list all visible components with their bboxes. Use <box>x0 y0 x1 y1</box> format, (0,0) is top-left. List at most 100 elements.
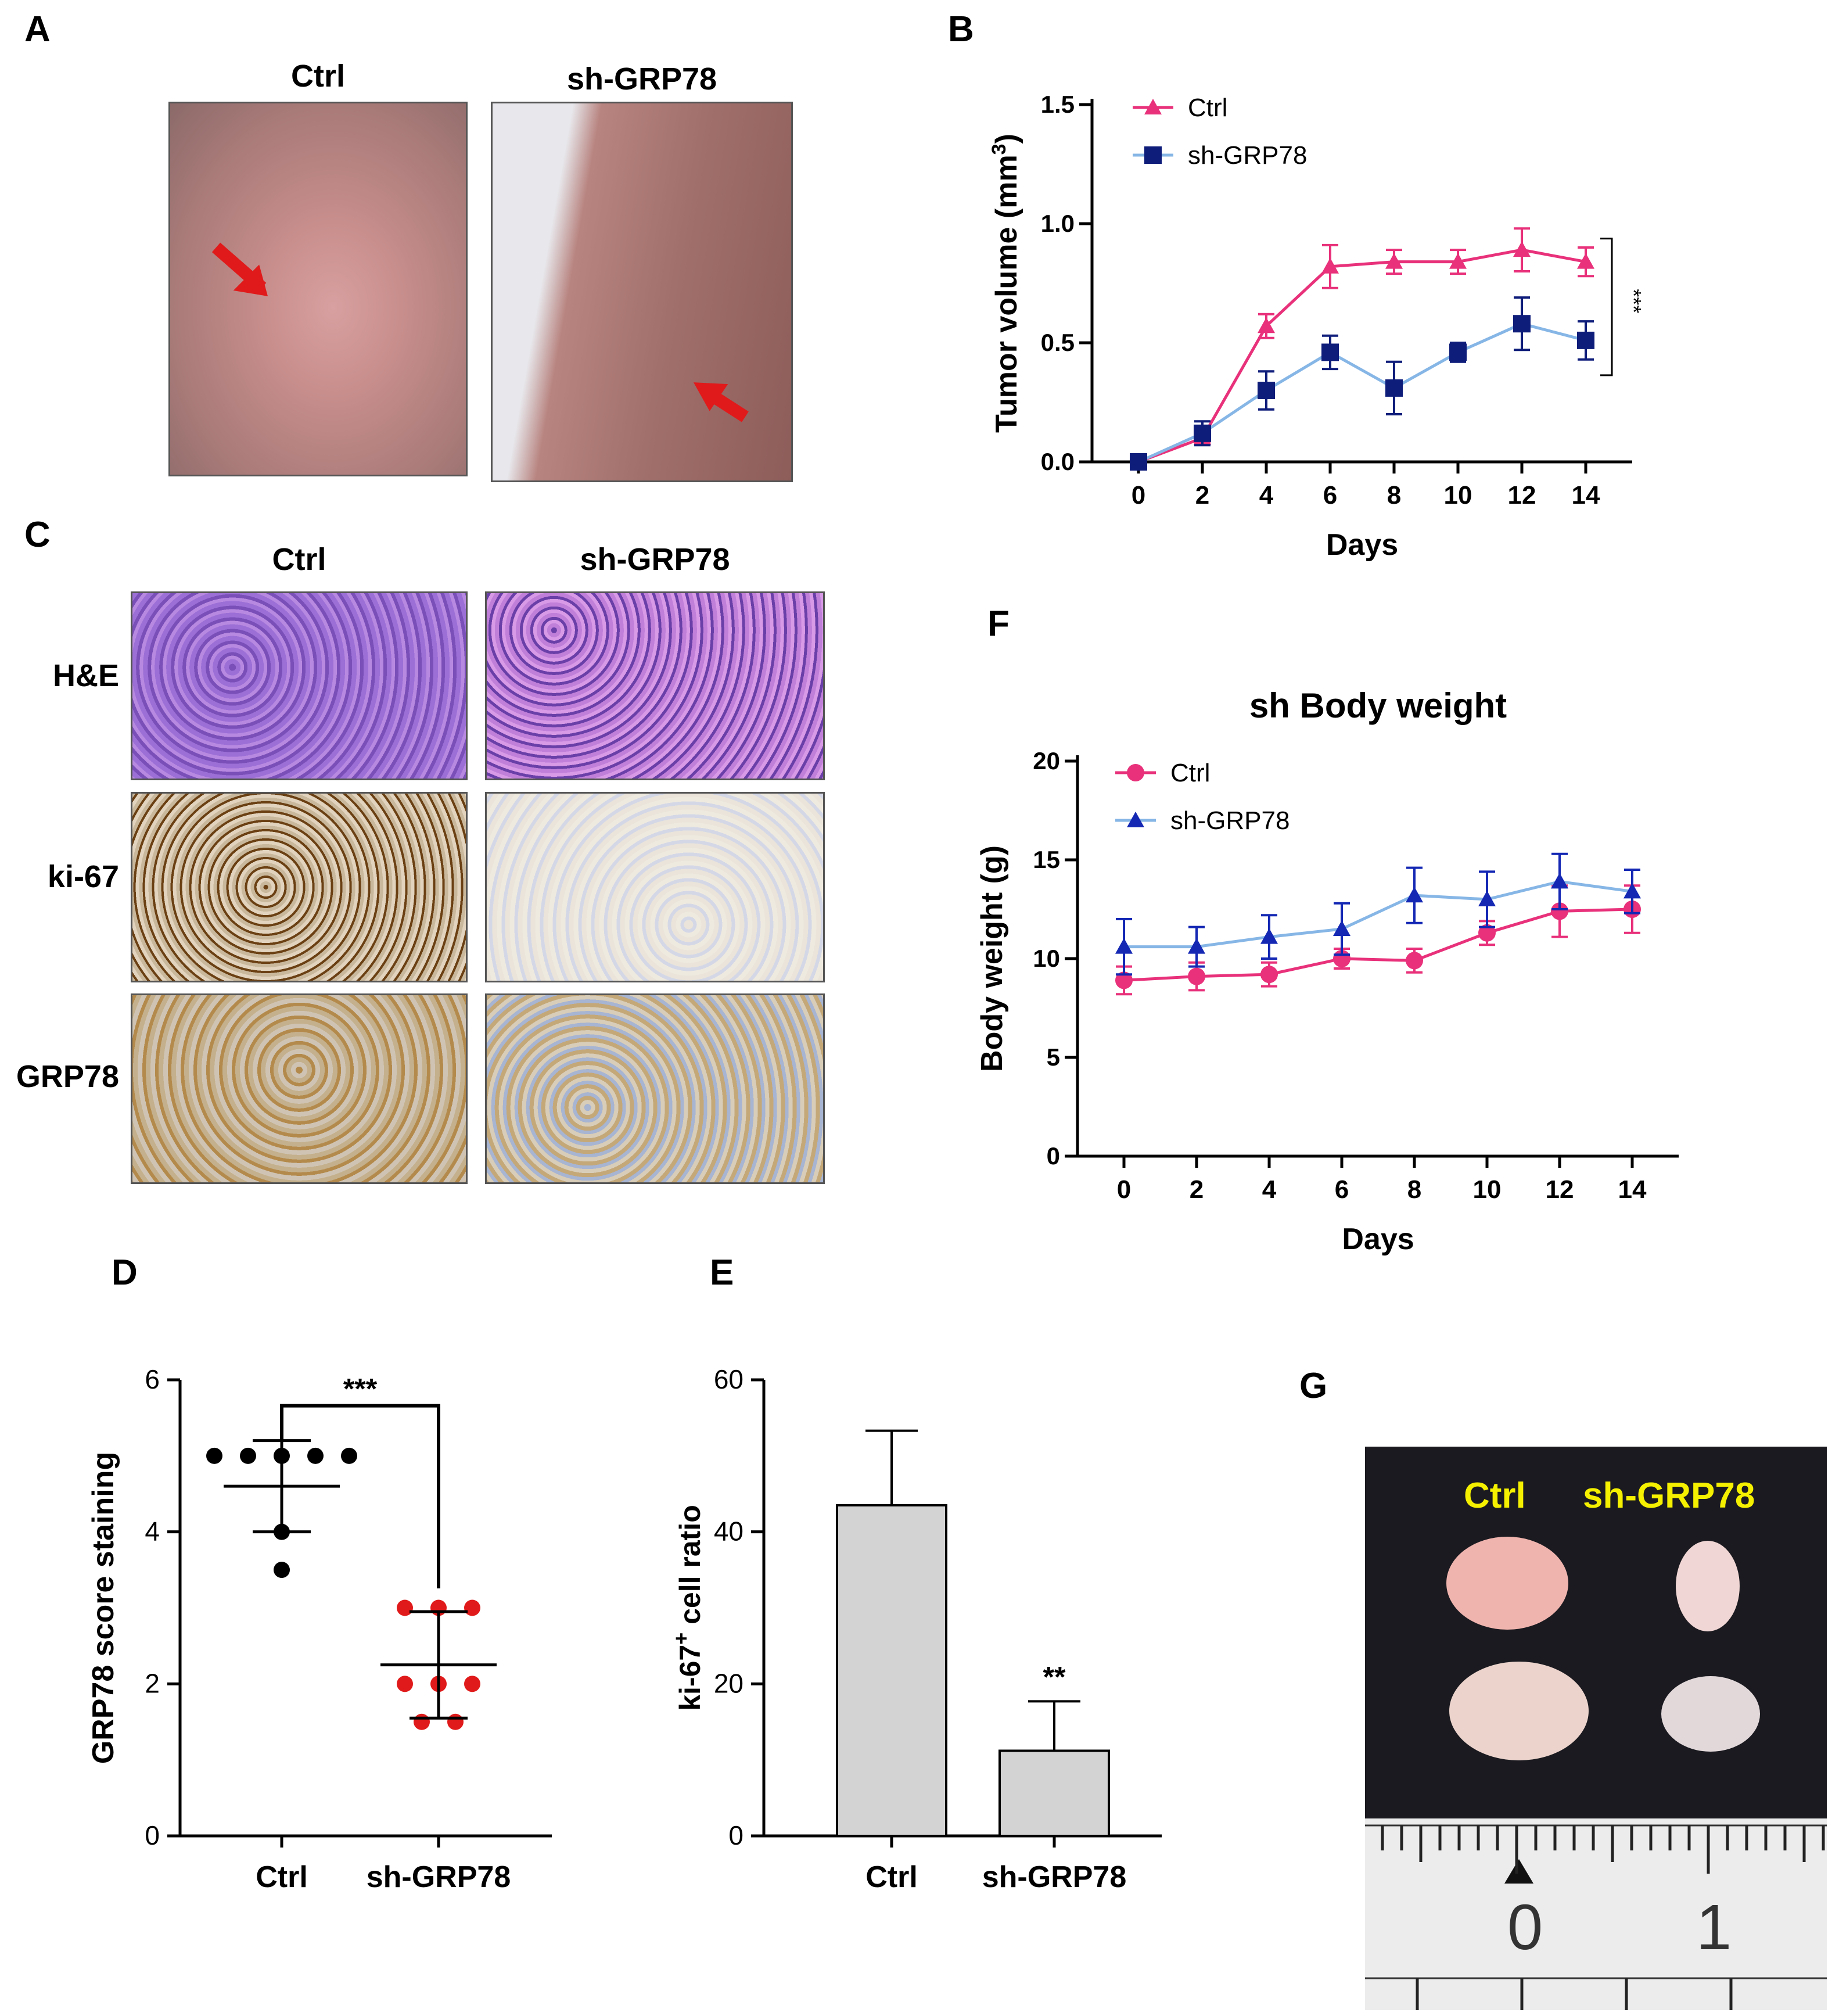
data-point-1 <box>1385 379 1403 397</box>
data-point-1 <box>1478 891 1496 906</box>
x-tick-label: 8 <box>1387 481 1401 510</box>
x-tick-label: 0 <box>1132 481 1145 510</box>
x-tick-label: 2 <box>1195 481 1209 510</box>
x-tick-label: 4 <box>1259 481 1274 510</box>
significance-bracket <box>1600 238 1613 376</box>
legend-label: Ctrl <box>1170 759 1210 787</box>
data-point-0 <box>206 1447 222 1464</box>
red-arrow-icon <box>693 382 749 422</box>
legend-marker <box>1127 764 1144 781</box>
red-arrow-icon <box>211 242 268 296</box>
y-tick-label: 60 <box>714 1364 743 1394</box>
series-line-0 <box>1123 907 1633 982</box>
x-tick-label: 14 <box>1618 1175 1647 1204</box>
x-axis-label: Days <box>1326 528 1398 562</box>
legend-marker <box>1144 99 1162 114</box>
mouse-photo-ctrl <box>168 102 468 476</box>
data-point-1 <box>1577 331 1594 349</box>
data-point-0 <box>1513 241 1531 257</box>
data-point-1 <box>464 1676 480 1692</box>
legend-marker <box>1127 812 1144 827</box>
x-tick-label: sh-GRP78 <box>367 1860 511 1894</box>
data-point-1 <box>414 1713 430 1730</box>
bar-1 <box>998 1749 1110 1838</box>
histology-ki67-sh <box>485 792 825 982</box>
data-point-1 <box>1258 382 1275 399</box>
panel-letter-e: E <box>710 1253 734 1293</box>
y-axis-label: GRP78 score staining <box>87 1452 120 1764</box>
y-axis-label: Body weight (g) <box>975 845 1009 1072</box>
legend-label: Ctrl <box>1188 94 1227 122</box>
chart-b-tumor-volume: 0.0 0.5 1.0 1.5 0 2 4 6 8 10 12 14 Days Tumor volume … <box>988 91 1646 562</box>
data-point-0 <box>1406 952 1423 970</box>
data-point-1 <box>397 1599 413 1616</box>
y-tick-label: 6 <box>145 1364 160 1394</box>
y-tick-label: 0 <box>145 1820 160 1850</box>
data-point-1 <box>464 1599 480 1616</box>
data-point-1 <box>1551 873 1568 889</box>
x-tick-label: 12 <box>1508 481 1536 510</box>
x-axis-label: Days <box>1342 1222 1414 1256</box>
photo-a-title-sh: sh-GRP78 <box>566 62 717 96</box>
tumor-ctrl-1 <box>1446 1537 1568 1630</box>
y-tick-label: 20 <box>714 1668 743 1698</box>
panel-letter-f: F <box>987 604 1010 644</box>
panel-letter-d: D <box>112 1253 138 1293</box>
x-tick-label: Ctrl <box>865 1860 918 1894</box>
tumor-ctrl-2 <box>1449 1662 1589 1760</box>
x-tick-label: Ctrl <box>256 1860 308 1894</box>
data-point-1 <box>1194 424 1211 442</box>
x-tick-label: 12 <box>1546 1175 1574 1204</box>
data-point-0 <box>1551 902 1568 920</box>
data-point-1 <box>1406 887 1423 903</box>
data-point-1 <box>1115 938 1133 954</box>
histology-he-sh <box>485 591 825 780</box>
data-point-1 <box>1449 343 1467 361</box>
x-tick-label: 2 <box>1190 1175 1204 1204</box>
panel-letter-a: A <box>24 9 51 49</box>
mouse-photo-sh-grp78 <box>491 102 793 482</box>
panel-letter-c: C <box>24 515 51 555</box>
y-tick-label: 0.0 <box>1041 448 1075 475</box>
panel-letter-g: G <box>1299 1366 1328 1406</box>
legend-marker <box>1144 146 1162 164</box>
legend-label: sh-GRP78 <box>1188 141 1307 170</box>
histology-ki67-ctrl <box>131 792 468 982</box>
data-point-0 <box>1385 253 1403 269</box>
significance-label: ** <box>1043 1660 1066 1693</box>
x-tick-label: 6 <box>1323 481 1337 510</box>
x-tick-label: 10 <box>1473 1175 1502 1204</box>
data-point-0 <box>240 1447 256 1464</box>
y-tick-label: 40 <box>714 1516 743 1547</box>
data-point-0 <box>274 1562 290 1579</box>
x-tick-label: 10 <box>1444 481 1472 510</box>
significance-label: *** <box>1622 289 1646 313</box>
y-tick-label: 4 <box>145 1516 160 1547</box>
y-tick-label: 0.5 <box>1041 329 1075 356</box>
y-tick-label: 0 <box>728 1820 743 1850</box>
y-tick-label: 15 <box>1033 846 1060 873</box>
histology-col-sh: sh-GRP78 <box>580 542 730 577</box>
histology-col-ctrl: Ctrl <box>272 542 326 577</box>
ruler-pointer-icon <box>1504 1859 1533 1884</box>
data-point-0 <box>1258 317 1275 333</box>
x-tick-label: sh-GRP78 <box>982 1860 1127 1894</box>
panel-letter-b: B <box>948 9 974 49</box>
chart-f-body-weight: 0 5 10 15 20 0 2 4 6 8 10 12 14 Days Body weight (g) sh… <box>975 686 1679 1256</box>
x-tick-label: 14 <box>1572 481 1600 510</box>
tumor-sh-2 <box>1661 1676 1760 1752</box>
histology-row-he: H&E <box>52 658 119 693</box>
data-point-1 <box>447 1713 464 1730</box>
data-point-1 <box>1260 928 1278 944</box>
histology-he-ctrl <box>131 591 468 780</box>
data-point-0 <box>1449 253 1467 269</box>
chart-e-ki67-ratio: 0 20 40 60 Ctrl sh-GRP78 ** ki-67+ cell ratio <box>669 1364 1162 1894</box>
series-line-1 <box>1137 322 1586 464</box>
x-tick-label: 8 <box>1407 1175 1421 1204</box>
legend-label: sh-GRP78 <box>1170 806 1290 835</box>
significance-bracket <box>280 1404 440 1589</box>
significance-label: *** <box>343 1373 378 1405</box>
y-axis-label: ki-67+ cell ratio <box>669 1505 707 1711</box>
data-point-0 <box>1115 971 1133 989</box>
data-point-0 <box>1478 924 1496 942</box>
